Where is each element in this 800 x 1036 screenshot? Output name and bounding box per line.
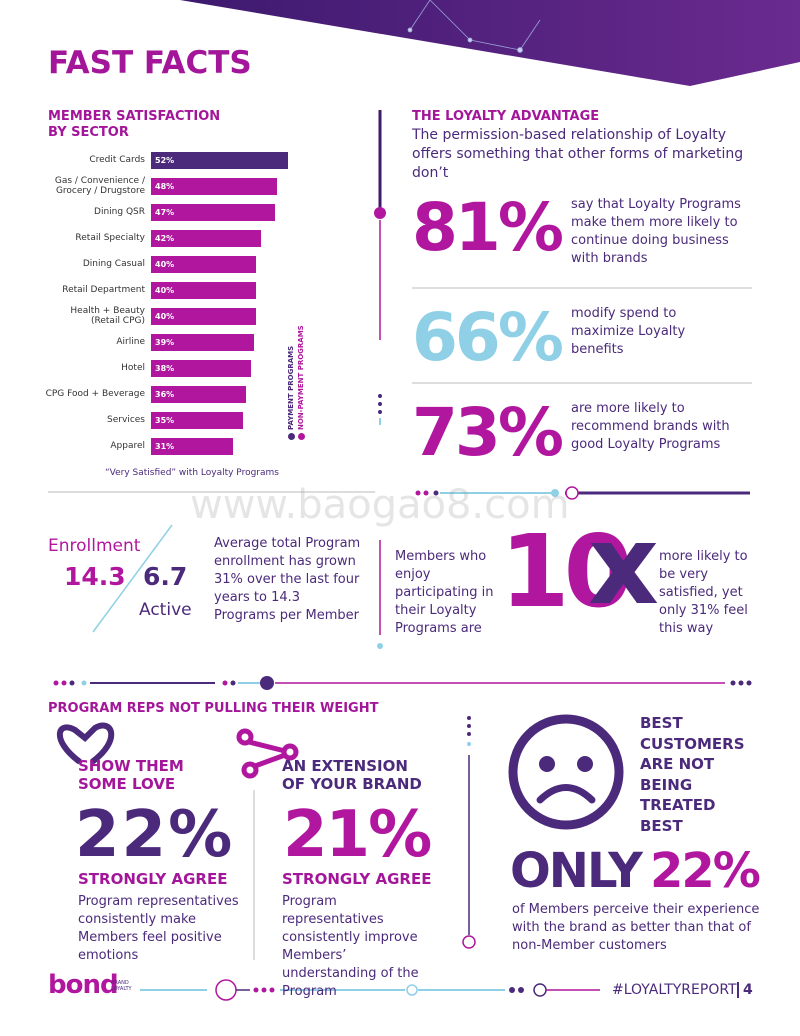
category-label: Apparel (110, 441, 145, 451)
category-label: Hotel (121, 363, 145, 373)
bar: 40% (151, 281, 257, 299)
enrollment-text: Average total Program enrollment has gro… (214, 536, 361, 623)
value-label: 31% (155, 441, 175, 451)
bar-row: Retail Department 40% (40, 278, 257, 302)
bar-chart: Credit Cards 52% Gas / Convenience / Groce… (0, 148, 330, 455)
value-label: 36% (155, 389, 175, 399)
value-label: 42% (155, 233, 175, 243)
card-heading: AN EXTENSION OF YOUR BRAND (282, 757, 422, 793)
category-label: Retail Department (62, 285, 145, 295)
value-label: 40% (155, 259, 175, 269)
bar: 48% (151, 177, 278, 195)
legend-item: NON-PAYMENT PROGRAMS (296, 310, 306, 440)
legend-item: PAYMENT PROGRAMS (286, 310, 296, 440)
times: x (588, 501, 659, 629)
stat-value: 81% (412, 189, 564, 266)
legend-label: NON-PAYMENT PROGRAMS (297, 325, 305, 430)
bar: 36% (151, 385, 246, 403)
bar-row: Dining QSR 47% (40, 200, 275, 224)
category-label: Health + Beauty (Retail CPG) (70, 306, 145, 326)
bar-row: Apparel 31% (40, 434, 233, 458)
stat-value: 73% (412, 394, 564, 471)
watermark: www.baogao8.com (190, 482, 570, 528)
chart-note: “Very Satisfied” with Loyalty Programs (105, 468, 279, 478)
legend-swatch (297, 433, 305, 440)
page-number: 4 (737, 982, 753, 998)
stat-text: say that Loyalty Programs make them more… (571, 197, 741, 266)
ten: 10 (500, 513, 633, 630)
stat-text: are more likely to recommend brands with… (571, 401, 730, 452)
chart-title: MEMBER SATISFACTION BY SECTOR (48, 109, 221, 140)
category-label: Gas / Convenience / Grocery / Drugstore (54, 176, 145, 196)
bar: 47% (151, 203, 275, 221)
bar: 39% (151, 333, 254, 351)
bar: 42% (151, 229, 262, 247)
value-label: 52% (155, 155, 175, 165)
bar-row: Dining Casual 40% (40, 252, 257, 276)
category-label: Dining Casual (82, 259, 145, 269)
logo: bond (48, 970, 119, 1000)
card-text: Program representatives consistently imp… (282, 894, 419, 999)
bar: 40% (151, 255, 257, 273)
value-label: 40% (155, 311, 175, 321)
enrollment-active: 6.7 (143, 562, 188, 591)
best-value: 22% (650, 843, 761, 899)
value-label: 48% (155, 181, 175, 191)
legend: PAYMENT PROGRAMS NON-PAYMENT PROGRAMS (286, 310, 306, 440)
bar-row: Retail Specialty 42% (40, 226, 262, 250)
category-label: Airline (116, 337, 145, 347)
intro: The permission-based relationship of Loy… (412, 127, 744, 181)
bar-row: Hotel 38% (40, 356, 251, 380)
best-only: ONLY (510, 843, 643, 899)
bar: 52% (151, 151, 288, 169)
category-label: Services (107, 415, 145, 425)
legend-swatch (287, 433, 295, 440)
section-title: THE LOYALTY ADVANTAGE (412, 109, 600, 124)
bar: 31% (151, 437, 233, 455)
satisfied-left: Members who enjoy participating in their… (395, 549, 494, 636)
bar: 38% (151, 359, 251, 377)
category-label: Retail Specialty (75, 233, 145, 243)
card-label: STRONGLY AGREE (282, 870, 432, 888)
bar-row: Airline 39% (40, 330, 254, 354)
value-label: 47% (155, 207, 175, 217)
enrollment-label: Enrollment (48, 536, 141, 556)
value-label: 39% (155, 337, 175, 347)
value-label: 38% (155, 363, 175, 373)
bar-row: Gas / Convenience / Grocery / Drugstore 4… (40, 174, 278, 198)
category-label: Credit Cards (89, 155, 145, 165)
bar-row: Health + Beauty (Retail CPG) 40% (40, 304, 257, 328)
card-value: 21% (283, 798, 432, 872)
card-value: 22% (75, 798, 235, 872)
stat-value: 66% (412, 299, 564, 376)
satisfied-right: more likely to be very satisfied, yet on… (659, 549, 748, 636)
section-title: PROGRAM REPS NOT PULLING THEIR WEIGHT (48, 701, 379, 716)
card-heading: SHOW THEM SOME LOVE (78, 757, 184, 793)
page-title: FAST FACTS (48, 45, 252, 81)
enrollment-total: 14.3 (64, 562, 126, 591)
card-text: Program representatives consistently mak… (78, 894, 239, 963)
bar-row: Credit Cards 52% (40, 148, 288, 172)
bar-row: CPG Food + Beverage 36% (40, 382, 246, 406)
bar: 35% (151, 411, 244, 429)
legend-label: PAYMENT PROGRAMS (287, 345, 295, 430)
bar: 40% (151, 307, 257, 325)
logo-sub: BRAND LOYALTY (111, 980, 132, 992)
best-text: of Members perceive their experience wit… (512, 902, 760, 953)
active-label: Active (139, 600, 192, 620)
card-label: STRONGLY AGREE (78, 870, 228, 888)
best-heading: BEST CUSTOMERS ARE NOT BEING TREATED BES… (640, 714, 745, 835)
value-label: 40% (155, 285, 175, 295)
stat-text: modify spend to maximize Loyalty benefit… (571, 306, 686, 357)
value-label: 35% (155, 415, 175, 425)
bar-row: Services 35% (40, 408, 244, 432)
hashtag: #LOYALTYREPORT (612, 982, 737, 998)
category-label: CPG Food + Beverage (45, 389, 145, 399)
category-label: Dining QSR (94, 207, 145, 217)
